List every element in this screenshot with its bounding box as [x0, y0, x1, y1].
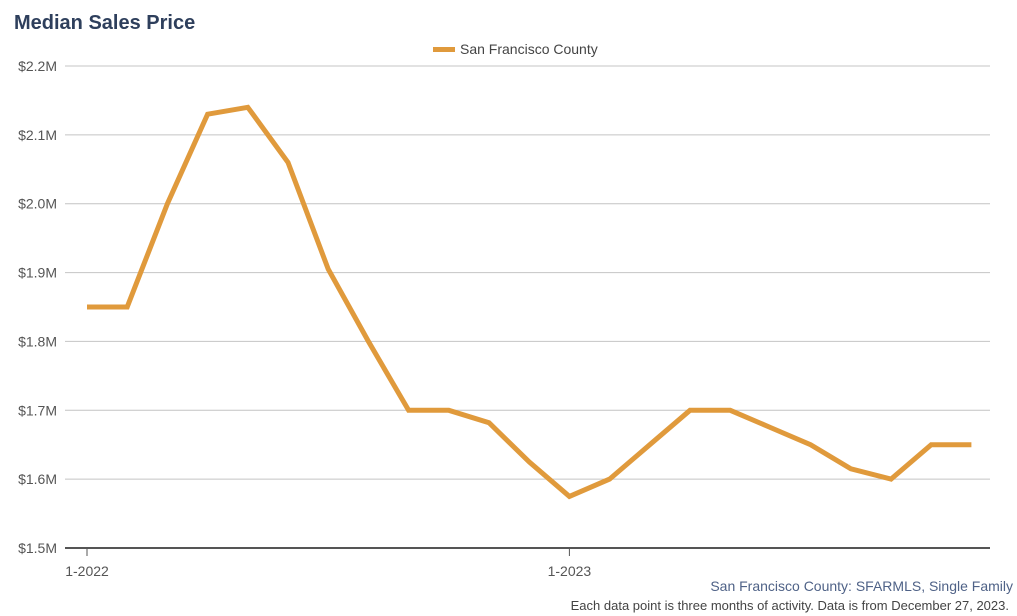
data-note: Each data point is three months of activ… [570, 598, 1009, 613]
y-tick-label: $1.7M [18, 402, 57, 418]
y-tick-label: $2.2M [18, 58, 57, 74]
y-tick-label: $2.1M [18, 127, 57, 143]
x-tick-label: 1-2023 [548, 563, 592, 579]
legend-swatch [433, 46, 455, 52]
y-tick-label: $1.5M [18, 540, 57, 556]
y-tick-label: $2.0M [18, 196, 57, 212]
legend: San Francisco County [433, 40, 598, 58]
legend-label: San Francisco County [460, 41, 598, 57]
y-tick-label: $1.8M [18, 333, 57, 349]
source-credit: San Francisco County: SFARMLS, Single Fa… [710, 578, 1013, 594]
series-line [87, 104, 972, 500]
chart-title: Median Sales Price [14, 12, 196, 34]
x-tick-label: 1-2022 [65, 563, 109, 579]
y-tick-label: $1.6M [18, 471, 57, 487]
y-tick-label: $1.9M [18, 265, 57, 281]
